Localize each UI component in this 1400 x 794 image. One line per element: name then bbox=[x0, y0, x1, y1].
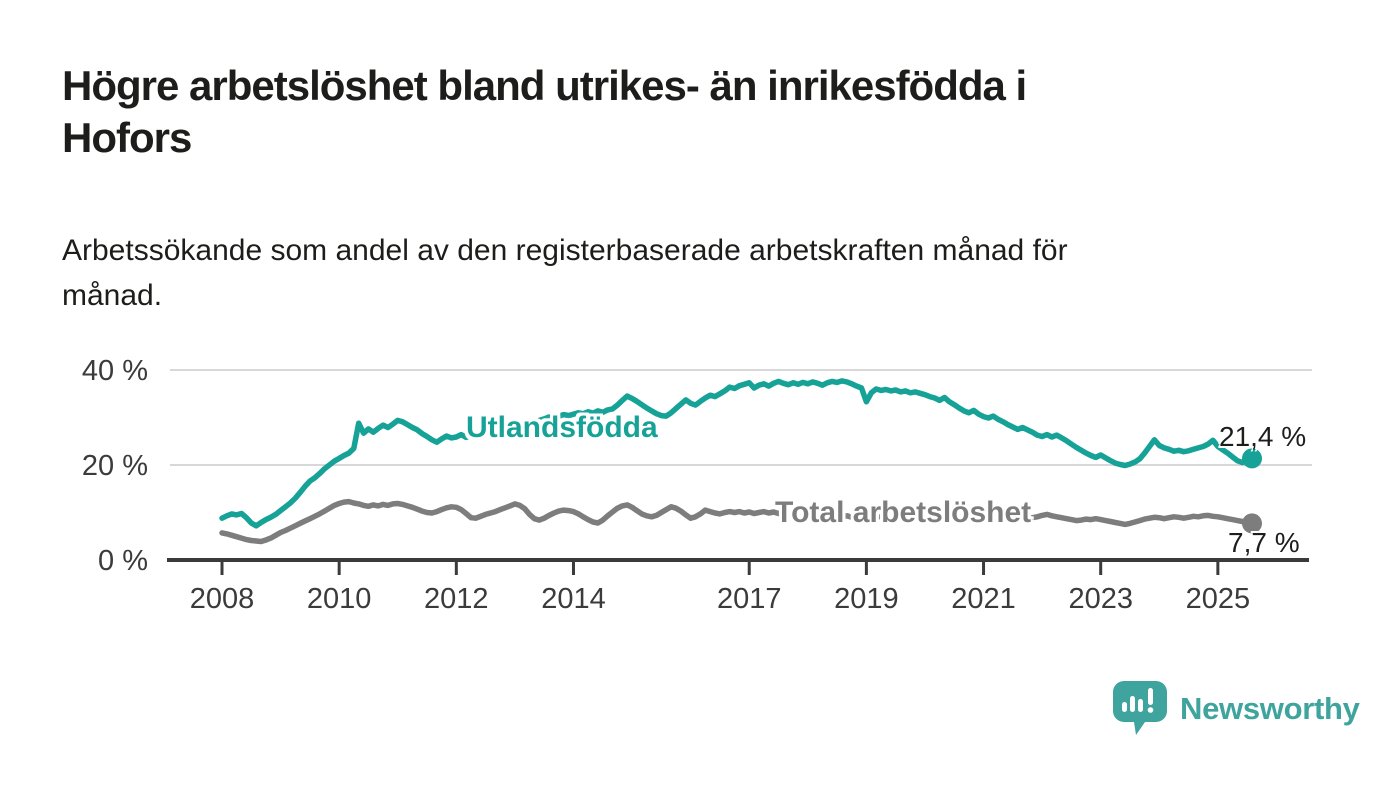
axis-ticks bbox=[220, 562, 1220, 575]
x-tick-label: 2010 bbox=[307, 583, 372, 615]
x-tick-label: 2017 bbox=[717, 583, 782, 615]
x-tick-label: 2014 bbox=[541, 583, 606, 615]
series-label-utlandsfodda: Utlandsfödda bbox=[466, 411, 658, 444]
newsworthy-logo-text: Newsworthy bbox=[1180, 691, 1360, 726]
x-tick-label: 2021 bbox=[951, 583, 1016, 615]
end-value-annotation-total: 7,7 % bbox=[1228, 527, 1300, 558]
series-line-total bbox=[219, 498, 1255, 545]
subtitle-line-2: månad. bbox=[62, 279, 163, 312]
page-title: Högre arbetslöshet bland utrikes- än inr… bbox=[62, 60, 1352, 164]
series-end-dot-utlandsfodda bbox=[1242, 448, 1262, 469]
x-tick-label: 2008 bbox=[190, 583, 255, 615]
axis-tick-labels: 0 % 20 % 40 % 2008 2010 2012 2014 2017 2019 2021 2… bbox=[82, 355, 1250, 615]
series-line-utlandsfodda bbox=[219, 378, 1255, 529]
series-end-dot-total bbox=[1242, 513, 1262, 534]
series-end-dots bbox=[1242, 448, 1262, 534]
title-line-1: Högre arbetslöshet bland utrikes- än inr… bbox=[62, 62, 1027, 109]
y-tick-label: 40 % bbox=[82, 355, 148, 387]
x-tick-label: 2025 bbox=[1186, 583, 1251, 615]
end-value-annotation-utlandsfodda: 21,4 % bbox=[1219, 421, 1307, 452]
series-lines bbox=[219, 378, 1255, 545]
title-line-2: Hofors bbox=[62, 114, 192, 161]
newsworthy-logo: Newsworthy bbox=[1112, 680, 1360, 742]
y-tick-label: 0 % bbox=[98, 545, 148, 577]
x-tick-label: 2023 bbox=[1068, 583, 1133, 615]
subtitle-line-1: Arbetssökande som andel av den registerb… bbox=[62, 234, 1068, 267]
x-tick-label: 2019 bbox=[834, 583, 899, 615]
series-label-total-arbetsloshet: Total arbetslöshet bbox=[775, 496, 1032, 529]
x-tick-label: 2012 bbox=[424, 583, 489, 615]
logo-bar-chart-glyph bbox=[1122, 688, 1154, 713]
chart-subtitle: Arbetssökande som andel av den registerb… bbox=[62, 228, 1352, 318]
newsworthy-logo-icon bbox=[1113, 681, 1167, 735]
y-tick-label: 20 % bbox=[82, 450, 148, 482]
